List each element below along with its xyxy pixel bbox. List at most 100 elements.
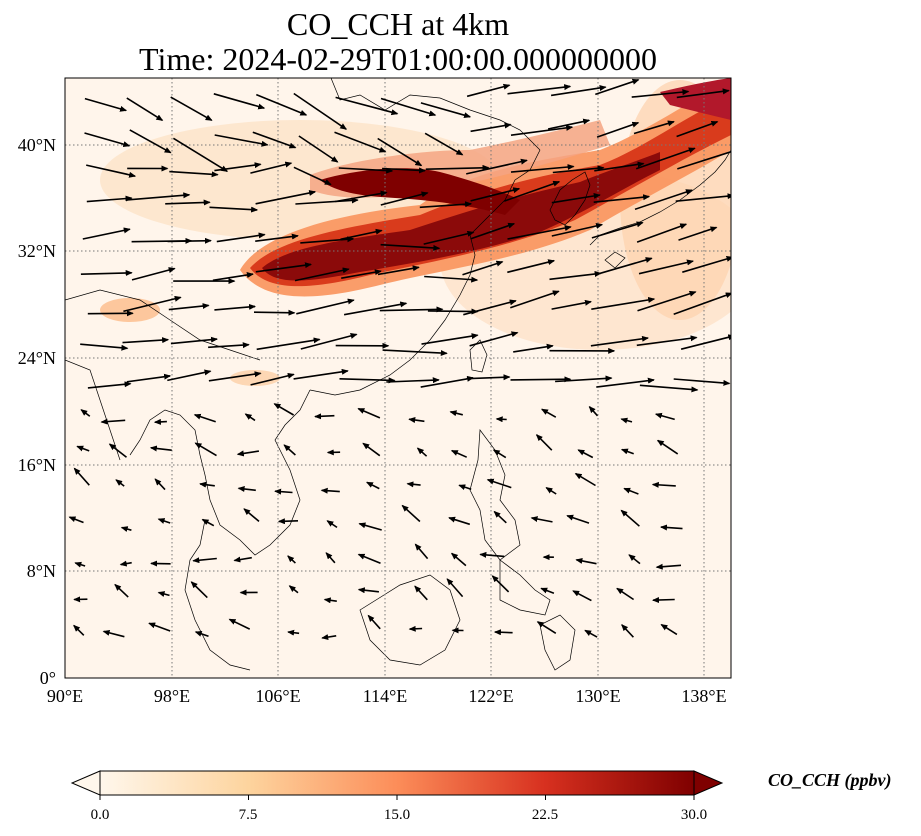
wind-arrow	[283, 444, 296, 456]
wind-arrow	[555, 375, 613, 383]
wind-arrow	[596, 121, 640, 138]
wind-arrow	[293, 92, 348, 130]
wind-arrow	[126, 97, 164, 121]
wind-arrow	[591, 221, 644, 239]
wind-arrow	[577, 449, 594, 459]
wind-arrow	[424, 132, 464, 156]
wind-arrow	[228, 618, 251, 630]
wind-arrow	[294, 267, 350, 282]
wind-arrow	[366, 481, 380, 490]
wind-arrow	[637, 290, 697, 312]
wind-arrow	[550, 85, 607, 97]
wind-arrow	[406, 481, 421, 488]
colorbar-tick-label: 0.0	[90, 807, 110, 823]
wind-arrow	[682, 256, 731, 273]
wind-arrow	[676, 88, 730, 99]
wind-arrow	[233, 556, 252, 563]
wind-arrow	[243, 508, 260, 523]
wind-arrow	[536, 621, 557, 634]
wind-arrow	[673, 378, 731, 386]
lat-tick-label: 24°N	[17, 348, 56, 368]
wind-arrow	[377, 265, 420, 276]
wind-arrow	[572, 590, 592, 602]
wind-arrow	[358, 522, 382, 531]
colorbar	[70, 770, 724, 800]
wind-arrow	[212, 272, 254, 282]
wind-arrow	[73, 624, 85, 636]
wind-arrow	[362, 442, 381, 457]
wind-arrow	[357, 587, 379, 594]
wind-arrow	[293, 368, 349, 380]
wind-arrow	[677, 150, 731, 170]
wind-arrow	[214, 134, 269, 147]
wind-arrow	[631, 89, 690, 98]
wind-arrow	[339, 377, 396, 384]
lon-tick-label: 138°E	[681, 686, 727, 706]
wind-arrow	[419, 201, 473, 209]
wind-arrow	[87, 381, 132, 389]
wind-arrow	[401, 504, 421, 523]
wind-arrow	[209, 206, 259, 213]
wind-arrow	[675, 193, 731, 202]
wind-arrow	[190, 581, 208, 599]
wind-arrow	[466, 83, 511, 98]
wind-arrow	[634, 189, 693, 211]
wind-arrow	[213, 93, 266, 110]
wind-arrow	[277, 518, 299, 525]
wind-arrow	[300, 236, 355, 244]
lon-tick-label: 90°E	[46, 686, 84, 706]
wind-arrow	[678, 226, 718, 241]
wind-arrow	[469, 331, 519, 347]
wind-arrow	[414, 543, 429, 560]
wind-arrow	[73, 467, 90, 486]
colorbar-tick-label: 15.0	[383, 807, 411, 823]
wind-arrow	[635, 147, 696, 170]
wind-arrow	[495, 416, 507, 423]
wind-arrow	[193, 413, 216, 423]
wind-arrow	[588, 405, 599, 417]
wind-arrow	[421, 333, 479, 345]
wind-arrow	[320, 487, 340, 494]
lon-tick-label: 122°E	[468, 686, 514, 706]
wind-arrow	[535, 434, 553, 451]
wind-arrow	[574, 472, 596, 487]
wind-arrow	[237, 486, 256, 492]
wind-arrow	[620, 448, 634, 455]
wind-arrow	[170, 336, 218, 345]
lat-tick-label: 16°N	[17, 455, 56, 475]
wind-arrow	[255, 262, 312, 273]
wind-arrow	[680, 334, 731, 350]
wind-arrow	[655, 563, 682, 570]
wind-arrow	[273, 403, 295, 416]
wind-arrow	[656, 439, 679, 455]
wind-arrow	[199, 481, 215, 488]
wind-arrow	[298, 135, 339, 163]
wind-arrow	[296, 298, 355, 315]
wind-arrow	[510, 376, 572, 383]
wind-arrow	[510, 164, 575, 173]
wind-arrow	[125, 192, 191, 201]
wind-arrow	[470, 222, 516, 240]
wind-arrow	[341, 269, 382, 279]
wind-arrow	[149, 445, 172, 452]
wind-arrow	[380, 97, 437, 117]
wind-arrow	[513, 343, 554, 353]
wind-arrow	[131, 267, 176, 281]
wind-arrow	[633, 120, 675, 135]
wind-arrow	[425, 164, 490, 171]
wind-arrow	[549, 271, 602, 281]
wind-arrow	[595, 257, 653, 276]
wind-arrow	[420, 375, 475, 388]
wind-arrow	[80, 269, 133, 276]
wind-arrow	[507, 225, 572, 240]
lon-tick-label: 114°E	[362, 686, 408, 706]
wind-arrow	[638, 259, 694, 275]
wind-arrow	[493, 510, 507, 524]
wind-arrow	[80, 343, 129, 351]
wind-arrow	[214, 162, 262, 172]
wind-arrow	[208, 342, 250, 349]
figure-title: CO_CCH at 4km	[286, 6, 510, 42]
wind-arrow	[323, 597, 337, 604]
wind-arrow	[126, 373, 172, 383]
